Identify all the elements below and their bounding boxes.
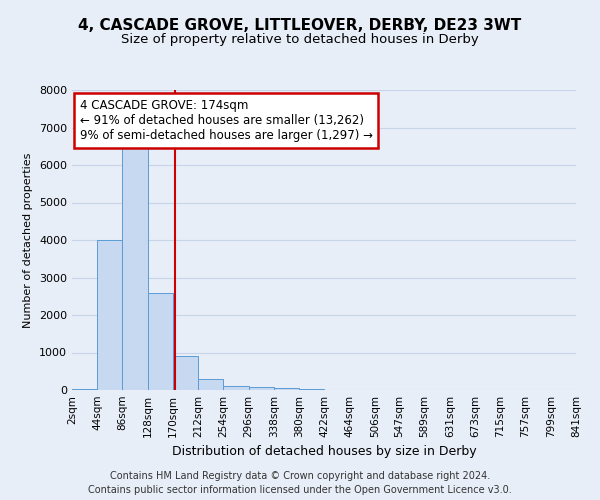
Bar <box>223 386 248 390</box>
Bar <box>97 240 122 390</box>
Bar <box>198 379 223 390</box>
Bar <box>122 146 148 390</box>
Bar <box>248 387 274 390</box>
Bar <box>299 389 325 390</box>
Bar <box>173 356 198 390</box>
Text: Size of property relative to detached houses in Derby: Size of property relative to detached ho… <box>121 32 479 46</box>
Bar <box>72 388 97 390</box>
Y-axis label: Number of detached properties: Number of detached properties <box>23 152 34 328</box>
Text: 4 CASCADE GROVE: 174sqm
← 91% of detached houses are smaller (13,262)
9% of semi: 4 CASCADE GROVE: 174sqm ← 91% of detache… <box>80 99 373 142</box>
X-axis label: Distribution of detached houses by size in Derby: Distribution of detached houses by size … <box>172 446 476 458</box>
Text: 4, CASCADE GROVE, LITTLEOVER, DERBY, DE23 3WT: 4, CASCADE GROVE, LITTLEOVER, DERBY, DE2… <box>79 18 521 32</box>
Bar <box>274 388 299 390</box>
Bar <box>148 292 173 390</box>
Text: Contains HM Land Registry data © Crown copyright and database right 2024.
Contai: Contains HM Land Registry data © Crown c… <box>88 471 512 495</box>
